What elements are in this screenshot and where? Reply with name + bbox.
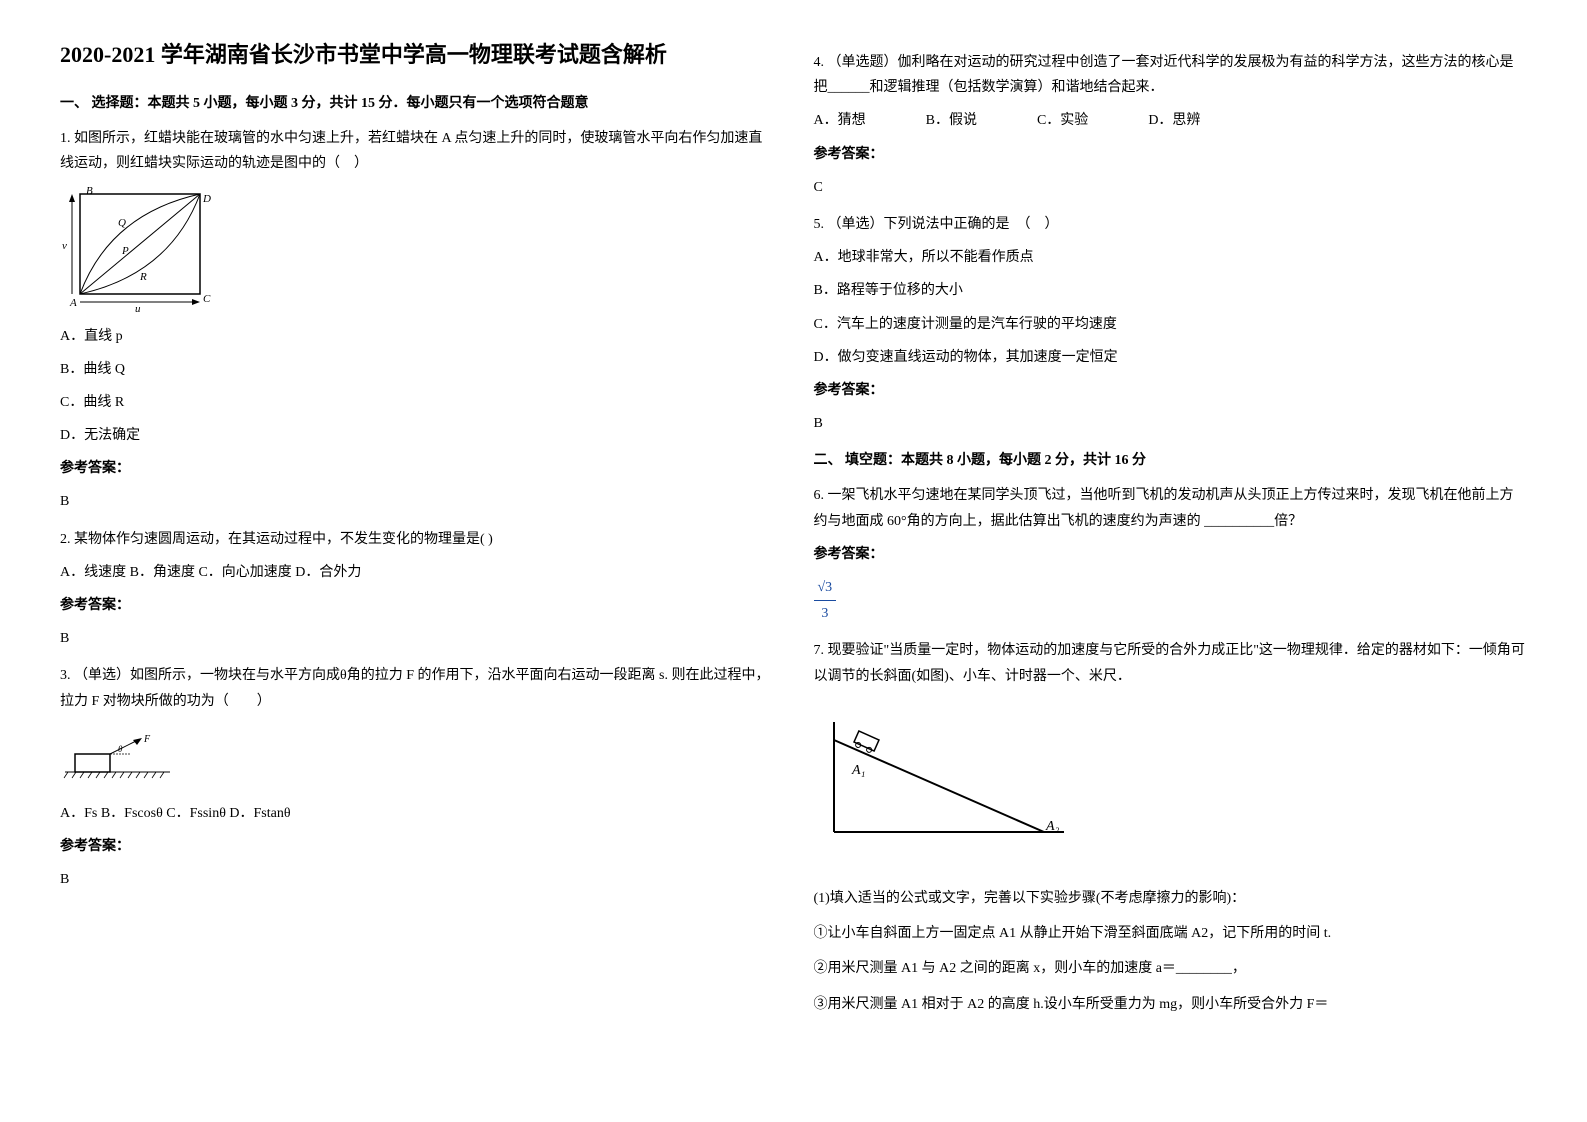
- q2-options: A．线速度 B．角速度 C．向心加速度 D．合外力: [60, 560, 774, 585]
- q1-figure: B D Q P R A C v u: [60, 184, 220, 314]
- q1-answer: B: [60, 489, 774, 514]
- q3-answer: B: [60, 867, 774, 892]
- q4-options-row: A．猜想 B．假说 C．实验 D．思辨: [814, 108, 1528, 133]
- q7-step2: ②用米尺测量 A1 与 A2 之间的距离 x，则小车的加速度 a＝_______…: [814, 956, 1528, 981]
- label-R: R: [139, 271, 147, 283]
- q5-answer-label: 参考答案：: [814, 378, 1528, 403]
- q4-option-a: A．猜想: [814, 108, 866, 133]
- label-u: u: [135, 303, 141, 314]
- q7-step0: (1)填入适当的公式或文字，完善以下实验步骤(不考虑摩擦力的影响)：: [814, 886, 1528, 911]
- question-2-text: 2. 某物体作匀速圆周运动，在其运动过程中，不发生变化的物理量是( ): [60, 527, 774, 552]
- q1-option-b: B．曲线 Q: [60, 357, 774, 382]
- q6-answer: √3 3: [814, 575, 1528, 626]
- page-title: 2020-2021 学年湖南省长沙市书堂中学高一物理联考试题含解析: [60, 40, 774, 71]
- q7-step3: ③用米尺测量 A1 相对于 A2 的高度 h.设小车所受重力为 mg，则小车所受…: [814, 992, 1528, 1017]
- label-theta: θ: [118, 744, 123, 754]
- q5-option-b: B．路程等于位移的大小: [814, 278, 1528, 303]
- q5-option-c: C．汽车上的速度计测量的是汽车行驶的平均速度: [814, 312, 1528, 337]
- q3-figure: F θ: [60, 732, 180, 782]
- question-5-text: 5. （单选）下列说法中正确的是 （ ）: [814, 212, 1528, 237]
- left-column: 2020-2021 学年湖南省长沙市书堂中学高一物理联考试题含解析 一、 选择题…: [60, 40, 774, 1025]
- q1-option-a: A．直线 p: [60, 324, 774, 349]
- fraction-denominator: 3: [814, 601, 837, 626]
- right-column: 4. （单选题）伽利略在对运动的研究过程中创造了一套对近代科学的发展极为有益的科…: [814, 40, 1528, 1025]
- q3-answer-label: 参考答案：: [60, 834, 774, 859]
- q1-option-d: D．无法确定: [60, 423, 774, 448]
- q2-answer-label: 参考答案：: [60, 593, 774, 618]
- q5-answer: B: [814, 411, 1528, 436]
- label-P: P: [121, 245, 129, 257]
- label-C: C: [203, 293, 211, 305]
- q7-step1: ①让小车自斜面上方一固定点 A1 从静止开始下滑至斜面底端 A2，记下所用的时间…: [814, 921, 1528, 946]
- label-A2: A₂: [1045, 819, 1060, 834]
- q5-option-a: A．地球非常大，所以不能看作质点: [814, 245, 1528, 270]
- q4-option-b: B．假说: [926, 108, 977, 133]
- q5-option-d: D．做匀变速直线运动的物体，其加速度一定恒定: [814, 345, 1528, 370]
- label-Q: Q: [118, 217, 126, 229]
- label-A: A: [69, 297, 77, 309]
- q4-answer: C: [814, 175, 1528, 200]
- label-F: F: [143, 734, 151, 745]
- question-1-text: 1. 如图所示，红蜡块能在玻璃管的水中匀速上升，若红蜡块在 A 点匀速上升的同时…: [60, 126, 774, 176]
- label-B: B: [86, 185, 93, 197]
- fraction-numerator: √3: [814, 575, 837, 601]
- q2-answer: B: [60, 626, 774, 651]
- q1-answer-label: 参考答案：: [60, 456, 774, 481]
- label-A1: A₁: [851, 763, 865, 778]
- label-D: D: [202, 193, 211, 205]
- q4-option-c: C．实验: [1037, 108, 1088, 133]
- label-v: v: [62, 240, 67, 252]
- question-3-text: 3. （单选）如图所示，一物块在与水平方向成θ角的拉力 F 的作用下，沿水平面向…: [60, 663, 774, 713]
- q7-figure: A₁ A₂: [814, 712, 1074, 852]
- q4-option-d: D．思辨: [1148, 108, 1200, 133]
- question-7-text: 7. 现要验证"当质量一定时，物体运动的加速度与它所受的合外力成正比"这一物理规…: [814, 638, 1528, 688]
- section1-header: 一、 选择题：本题共 5 小题，每小题 3 分，共计 15 分．每小题只有一个选…: [60, 91, 774, 116]
- q4-answer-label: 参考答案：: [814, 142, 1528, 167]
- q3-options: A．Fs B．Fscosθ C．Fssinθ D．Fstanθ: [60, 801, 774, 826]
- section2-header: 二、 填空题：本题共 8 小题，每小题 2 分，共计 16 分: [814, 448, 1528, 473]
- q1-option-c: C．曲线 R: [60, 390, 774, 415]
- question-4-text: 4. （单选题）伽利略在对运动的研究过程中创造了一套对近代科学的发展极为有益的科…: [814, 50, 1528, 100]
- fraction-icon: √3 3: [814, 575, 837, 626]
- question-6-text: 6. 一架飞机水平匀速地在某同学头顶飞过，当他听到飞机的发动机声从头顶正上方传过…: [814, 483, 1528, 533]
- q6-answer-label: 参考答案：: [814, 542, 1528, 567]
